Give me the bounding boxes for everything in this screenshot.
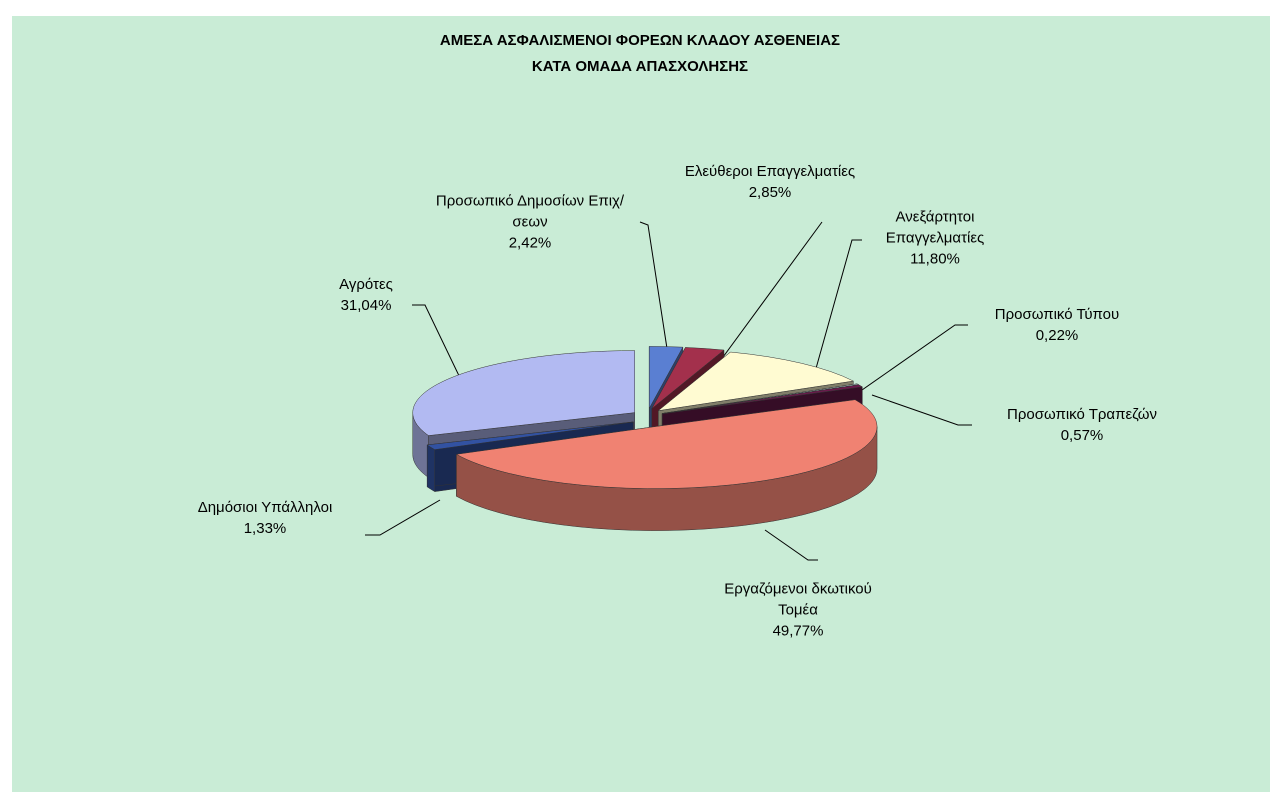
data-label: Ελεύθεροι Επαγγελματίες 2,85% [640, 161, 900, 203]
leader-line [412, 304, 463, 383]
data-label: Προσωπικό Δημοσίων Επιχ/σεων 2,42% [435, 191, 625, 254]
leader-lines [365, 221, 972, 561]
leader-line [365, 499, 441, 536]
leader-line [714, 221, 823, 369]
chart-background [12, 16, 1270, 792]
slice-top [662, 384, 864, 414]
leader-line [871, 394, 972, 426]
label-value: 31,04% [340, 297, 392, 314]
slice [455, 399, 878, 531]
label-value: 2,85% [748, 184, 792, 201]
slice-top [455, 399, 878, 489]
label-value: 0,22% [1035, 327, 1079, 344]
label-value: 49,77% [772, 622, 824, 640]
chart-title: ΑΜΕΣΑ ΑΣΦΑΛΙΣΜΕΝΟΙ ΦΟΡΕΩΝ ΚΛΑΔΟΥ ΑΣΘΕΝΕΙ… [439, 32, 841, 49]
label-value: 1,33% [243, 520, 287, 537]
label-value: 2,42% [508, 234, 552, 252]
slice-top [412, 350, 636, 436]
data-label: Προσωπικό Τραπεζών 0,57% [982, 404, 1182, 446]
label-name: Δημόσιοι Υπάλληλοι [197, 499, 333, 516]
label-name: Προσωπικό Τύπου [994, 306, 1120, 323]
data-label: Δημόσιοι Υπάλληλοι 1,33% [155, 497, 375, 539]
data-label: Ανεξάρτητοι Επαγγελματίες 11,80% [855, 207, 1015, 270]
label-value: 0,57% [1060, 427, 1104, 444]
slice-top [657, 351, 855, 412]
slice-top [426, 421, 634, 450]
data-label: Προσωπικό Τύπου 0,22% [957, 304, 1157, 346]
leader-line [814, 239, 862, 373]
data-label: Αγρότες 31,04% [306, 274, 426, 316]
label-name: Προσωπικό Τραπεζών [1007, 406, 1157, 423]
leader-line [861, 324, 968, 391]
label-name: Ανεξάρτητοι Επαγγελματίες [885, 208, 985, 247]
leader-line [764, 529, 818, 561]
data-label: Εργαζόμενοι δκωτικού Τομέα 49,77% [718, 579, 878, 642]
label-value: 11,80% [910, 250, 960, 268]
chart-subtitle: ΚΑΤΑ ΟΜΑΔΑ ΑΠΑΣΧΟΛΗΣΗΣ [531, 58, 749, 75]
slice-top [651, 347, 725, 409]
label-name: Αγρότες [339, 276, 393, 293]
label-name: Ελεύθεροι Επαγγελματίες [684, 163, 856, 180]
leader-line [639, 221, 669, 356]
label-name: Εργαζόμενοι δκωτικού Τομέα [724, 580, 872, 619]
label-name: Προσωπικό Δημοσίων Επιχ/σεων [435, 192, 625, 231]
slice-top [648, 346, 684, 409]
slice-side [426, 444, 436, 493]
